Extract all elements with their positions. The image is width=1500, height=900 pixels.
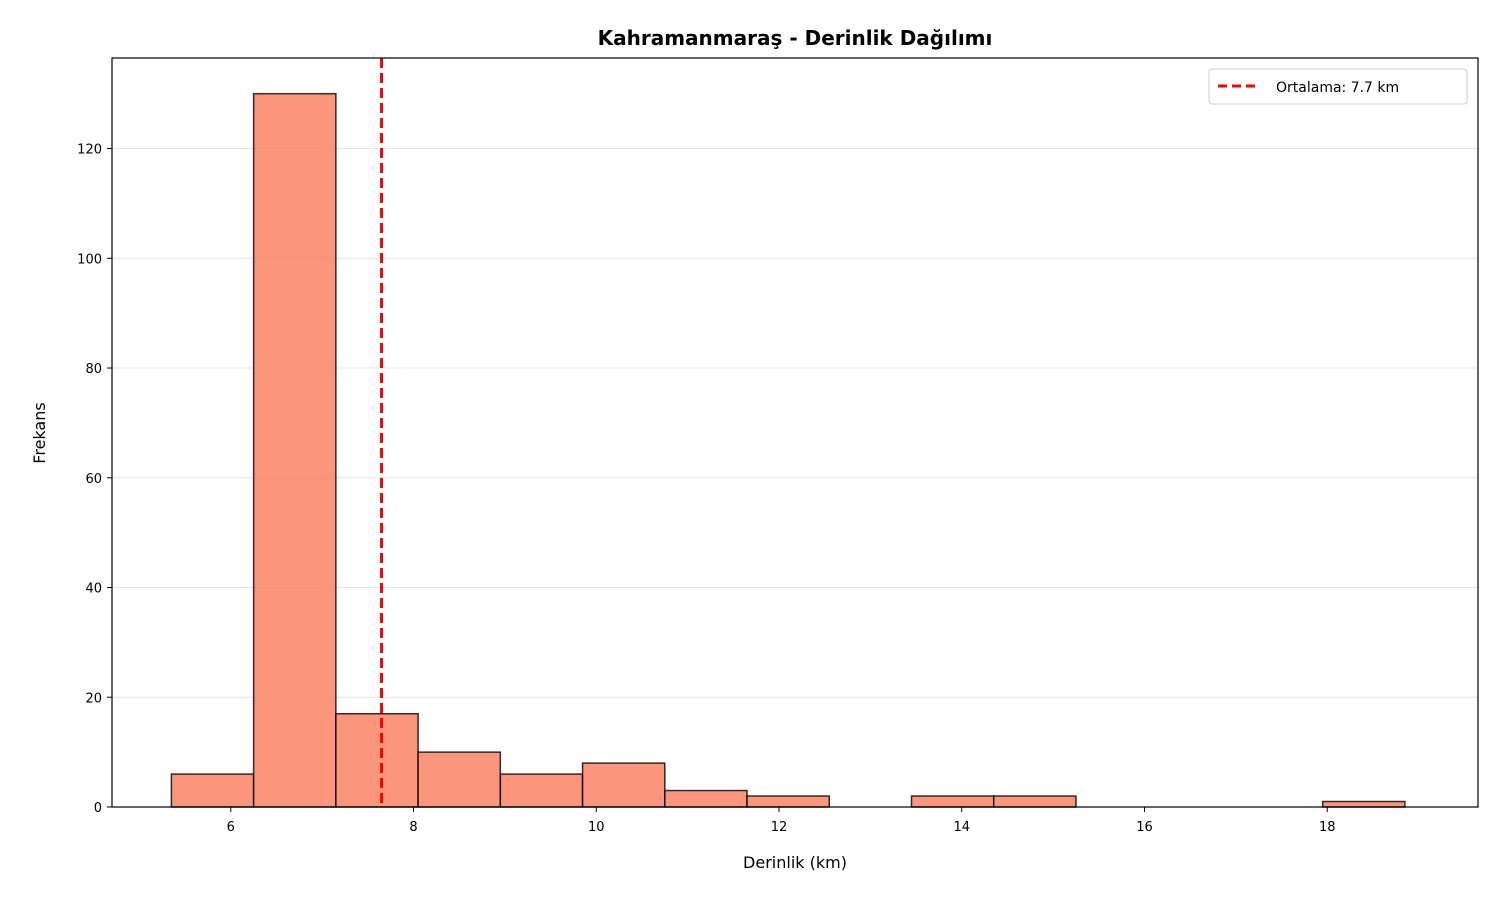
x-tick-label: 16	[1136, 820, 1153, 835]
histogram-bar	[910, 795, 995, 808]
legend-mean-label: Ortalama: 7.7 km	[1276, 80, 1399, 96]
histogram-bar	[1321, 800, 1406, 808]
y-axis-label: Frekans	[30, 402, 49, 463]
histogram-bar	[252, 92, 337, 808]
x-axis-label: Derinlik (km)	[743, 853, 847, 872]
histogram-bar	[170, 773, 255, 808]
x-tick-label: 10	[588, 820, 605, 835]
histogram-bar	[335, 712, 419, 808]
y-tick-label: 0	[94, 801, 102, 816]
histogram-bar	[664, 789, 748, 808]
y-tick-label: 80	[85, 362, 102, 377]
histogram-bar	[417, 751, 502, 808]
legend: Ortalama: 7.7 km	[1208, 68, 1468, 105]
y-tick-label: 100	[77, 252, 102, 267]
grid-layer	[112, 148, 1478, 698]
x-tick-label: 12	[771, 820, 788, 835]
y-ticks: 0 20 40 60 80 100 120	[77, 143, 112, 816]
y-tick-label: 120	[77, 143, 102, 158]
bars-layer	[170, 92, 1406, 808]
x-tick-label: 18	[1319, 820, 1336, 835]
x-tick-label: 14	[953, 820, 970, 835]
chart-title: Kahramanmaraş - Derinlik Dağılımı	[598, 26, 993, 50]
y-tick-label: 60	[85, 472, 102, 487]
y-tick-label: 40	[85, 582, 102, 597]
x-ticks: 6 8 10 12 14 16 18	[227, 807, 1336, 835]
histogram-bar	[992, 795, 1077, 808]
legend-box	[1208, 68, 1468, 105]
x-tick-label: 6	[227, 820, 235, 835]
x-tick-label: 8	[409, 820, 417, 835]
plot-frame	[111, 57, 1479, 808]
histogram-bar	[581, 762, 666, 808]
histogram-bar	[746, 795, 831, 808]
y-tick-label: 20	[85, 691, 102, 706]
histogram-bar	[499, 773, 584, 808]
